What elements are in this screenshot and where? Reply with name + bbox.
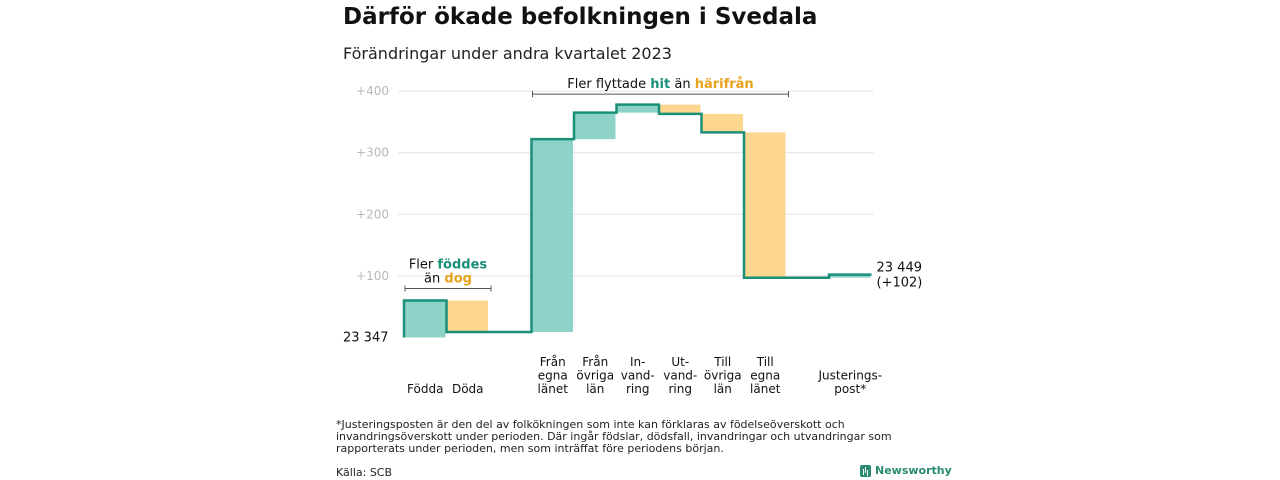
end-total-label: 23 449 — [877, 261, 923, 276]
category-label: länet — [750, 382, 781, 396]
bar-fr-n-vriga-l-n — [575, 112, 616, 140]
brand-name: Newsworthy — [875, 464, 952, 477]
brand-logo: Newsworthy — [860, 464, 952, 477]
chart-title: Därför ökade befolkningen i Svedala — [343, 4, 818, 30]
y-tick-label: +400 — [356, 84, 389, 98]
category-label: övriga — [576, 369, 614, 383]
cumulative-step-line — [402, 103, 872, 338]
bar-f-dda — [405, 300, 446, 338]
newsworthy-icon — [860, 464, 871, 477]
category-label: vand- — [663, 369, 697, 383]
bar-invandring — [617, 104, 658, 113]
category-label: ring — [669, 382, 693, 396]
category-label: Till — [713, 355, 731, 369]
category-label: egna — [750, 369, 780, 383]
annotation-segment: dog — [444, 272, 472, 287]
category-label: post* — [834, 382, 866, 396]
bar-fr-n-egna-l-net — [532, 139, 573, 332]
category-label: Från — [540, 355, 566, 369]
category-label: egna — [538, 369, 568, 383]
category-label: Från — [582, 355, 608, 369]
baseline-label: 23 347 — [343, 331, 389, 346]
category-label: län — [714, 382, 732, 396]
category-label: Ut- — [671, 355, 689, 369]
annotation-segment: föddes — [437, 258, 487, 273]
y-tick-label: +300 — [356, 146, 389, 160]
chart-subtitle: Förändringar under andra kvartalet 2023 — [343, 44, 672, 63]
source-label: Källa: SCB — [336, 466, 393, 479]
category-label: Till — [756, 355, 774, 369]
category-label: In- — [630, 355, 645, 369]
footnote: *Justeringsposten är den del av folkökni… — [336, 418, 892, 455]
annotation-segment: än — [424, 272, 444, 287]
annotation-segment: Fler — [409, 258, 438, 273]
category-label: länet — [538, 382, 569, 396]
annotation-text: än dog — [424, 272, 472, 287]
waterfall-chart: +100 +200 +300 +400 23 347 23 449(+102) Födda D… — [343, 77, 923, 396]
y-tick-label: +200 — [356, 207, 389, 221]
category-label: vand- — [621, 369, 655, 383]
bar-justeringspost- — [830, 274, 871, 278]
annotation-segment: Fler flyttade — [567, 77, 650, 92]
bar-d-da — [447, 300, 488, 332]
bar-till-egna-l-net — [745, 132, 786, 278]
category-label: Justerings- — [817, 369, 882, 383]
category-label: ring — [626, 382, 650, 396]
category-label: län — [586, 382, 604, 396]
bar-utvandring — [660, 104, 701, 114]
category-label: Födda — [407, 382, 443, 396]
category-label: Döda — [452, 382, 484, 396]
category-label: övriga — [704, 369, 742, 383]
annotation-text: Fler föddes — [409, 258, 488, 273]
annotation-segment: hit — [650, 77, 670, 92]
annotation-segment: härifrån — [695, 77, 754, 92]
bar-till-vriga-l-n — [702, 113, 743, 133]
y-tick-label: +100 — [356, 269, 389, 283]
annotation-text: Fler flyttade hit än härifrån — [567, 77, 753, 92]
annotation-segment: än — [670, 77, 694, 92]
end-total-label: (+102) — [877, 276, 923, 291]
